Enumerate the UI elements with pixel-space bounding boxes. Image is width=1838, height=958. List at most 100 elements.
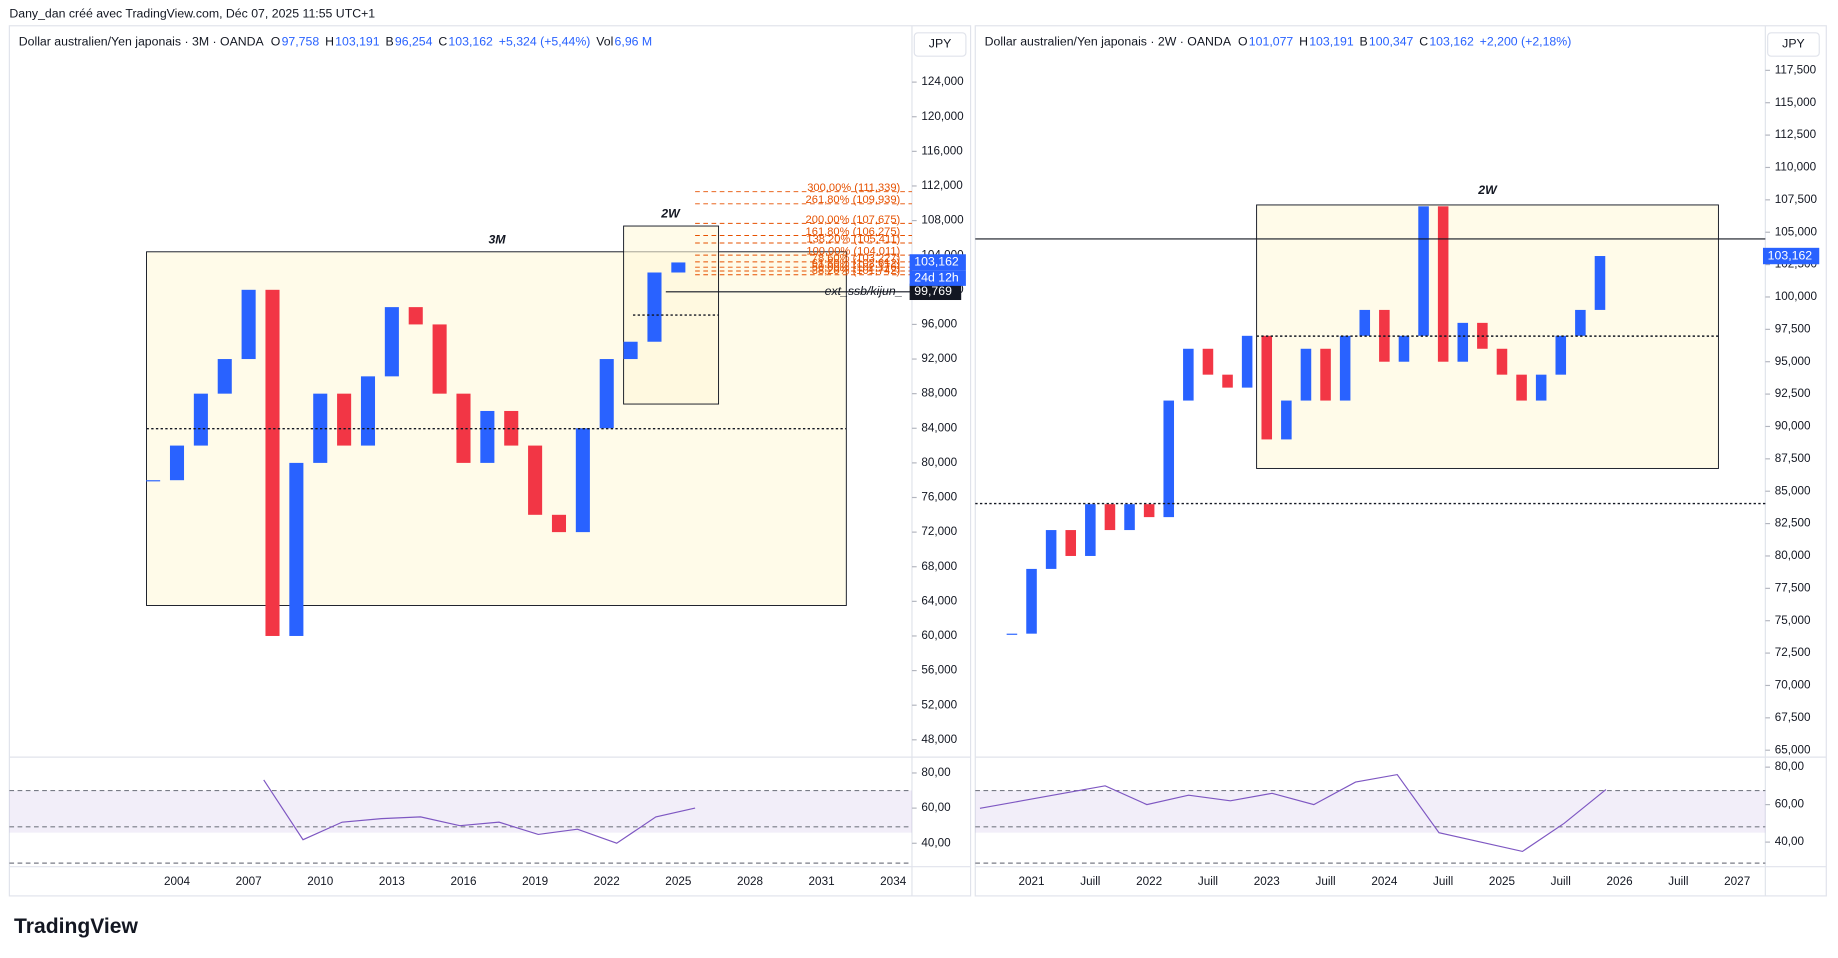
level-tag: [909, 283, 962, 301]
rsi-tick-label: 80,00: [921, 766, 951, 779]
candle: [1398, 335, 1410, 362]
panel-frame: [8, 25, 972, 897]
y-tick-label: 77,500: [1775, 581, 1811, 594]
candle: [504, 410, 519, 446]
x-tick-label: 2031: [809, 875, 835, 888]
candle: [599, 359, 614, 429]
candle: [1143, 504, 1155, 518]
candle: [528, 445, 543, 515]
y-tick-label: 124,000: [921, 75, 964, 88]
countdown-bg: [909, 270, 966, 286]
change: +2,200 (+2,18%): [1480, 34, 1572, 48]
y-tick-label: 72,500: [1775, 646, 1811, 659]
ohlc-value: 103,162: [448, 34, 493, 48]
candle: [1124, 504, 1135, 531]
rsi-tick-label: 60,00: [1775, 798, 1805, 811]
price-tag: [1762, 247, 1820, 265]
candle: [1437, 206, 1449, 362]
fib-label: 50,00% (102,176): [812, 261, 901, 273]
ohlc-value: 96,254: [395, 34, 433, 48]
y-tick-label: 85,000: [1775, 484, 1811, 497]
ohlc-key: C: [438, 34, 447, 48]
candle: [1065, 530, 1077, 556]
y-tick-label: 105,000: [1775, 225, 1818, 238]
y-tick-label: 87,500: [1775, 452, 1811, 465]
x-tick-label: 2019: [522, 875, 548, 888]
ohlc-key: C: [1419, 34, 1428, 48]
candle: [193, 393, 208, 446]
x-tick-label: 2034: [880, 875, 907, 888]
candle: [384, 307, 399, 377]
candle: [1418, 206, 1429, 336]
ohlc-key: O: [1238, 34, 1248, 48]
rsi-tick-label: 40,00: [921, 836, 951, 849]
candle: [456, 393, 471, 463]
candle: [217, 359, 232, 394]
candle: [1241, 335, 1253, 388]
candle: [1535, 374, 1547, 401]
candle: [575, 428, 590, 533]
fib-label: 138,20% (105,411): [806, 233, 900, 245]
x-tick-label: 2004: [164, 875, 191, 888]
candle: [647, 272, 662, 342]
candle: [1575, 309, 1586, 336]
rsi-tick-label: 60,00: [921, 801, 951, 814]
x-tick-label: 2007: [236, 875, 262, 888]
ohlc-value: 103,162: [1429, 34, 1474, 48]
y-tick-label: 112,500: [1775, 128, 1817, 141]
y-tick-label: 92,500: [1775, 387, 1811, 400]
candle: [1594, 256, 1606, 310]
candle: [289, 462, 304, 636]
x-tick-label: Juill: [1315, 875, 1335, 888]
fib-label: 100,00% (104,011): [806, 246, 900, 258]
price-tag: [909, 254, 966, 271]
ohlc-value: 100,347: [1369, 34, 1414, 48]
candle: [1045, 530, 1057, 569]
candle: [1516, 374, 1527, 401]
candle: [1104, 504, 1116, 531]
vol-value: 6,96 M: [615, 34, 653, 48]
x-tick-label: 2010: [307, 875, 334, 888]
rsi-tick-label: 80,00: [1775, 760, 1805, 773]
currency: JPY: [1782, 37, 1805, 51]
change: +5,324 (+5,44%): [499, 34, 591, 48]
y-tick-label: 64,000: [921, 594, 957, 607]
y-tick-label: 68,000: [921, 560, 957, 573]
symbol-legend: Dollar australien/Yen japonais · 3M · OA…: [19, 34, 265, 48]
x-tick-label: Juill: [1551, 875, 1571, 888]
candle: [265, 289, 280, 636]
ohlc-value: 97,758: [282, 34, 320, 48]
box-label: 2W: [660, 207, 681, 221]
price-tag-label: 103,162: [914, 255, 959, 269]
candle: [671, 262, 686, 273]
y-tick-label: 100,000: [1775, 290, 1818, 303]
fib-label: 161,80% (106,275): [806, 226, 901, 238]
x-tick-label: Juill: [1668, 875, 1688, 888]
ohlc-key: H: [325, 34, 334, 48]
candle: [480, 410, 495, 463]
currency-button[interactable]: [913, 32, 967, 57]
candle: [1026, 568, 1037, 634]
ohlc-value: 103,191: [335, 34, 380, 48]
rsi-line: [979, 773, 1607, 853]
ohlc-key: B: [385, 34, 393, 48]
candle: [1339, 335, 1351, 401]
panel-frame: [974, 25, 1827, 897]
countdown: 24d 12h: [914, 271, 959, 285]
fib-label: 78,60% (103,227): [812, 252, 901, 264]
currency-button[interactable]: [1767, 32, 1820, 57]
candle: [551, 514, 567, 533]
x-tick-label: 2013: [379, 875, 405, 888]
y-tick-label: 90,000: [1775, 420, 1811, 433]
y-tick-label: 80,000: [1775, 549, 1811, 562]
candle: [1359, 309, 1371, 336]
level-name: ext_ssb/kijun_: [825, 284, 903, 298]
symbol-legend: Dollar australien/Yen japonais · 2W · OA…: [985, 34, 1232, 48]
level-tag-label: 99,769: [914, 284, 952, 298]
credit: Dany_dan créé avec TradingView.com, Déc …: [9, 6, 375, 20]
ohlc-value: 101,077: [1249, 34, 1294, 48]
y-tick-label: 67,500: [1775, 711, 1811, 724]
y-tick-label: 84,000: [921, 421, 957, 434]
candle: [241, 289, 256, 360]
fib-label: 61,80% (102,612): [812, 258, 901, 270]
